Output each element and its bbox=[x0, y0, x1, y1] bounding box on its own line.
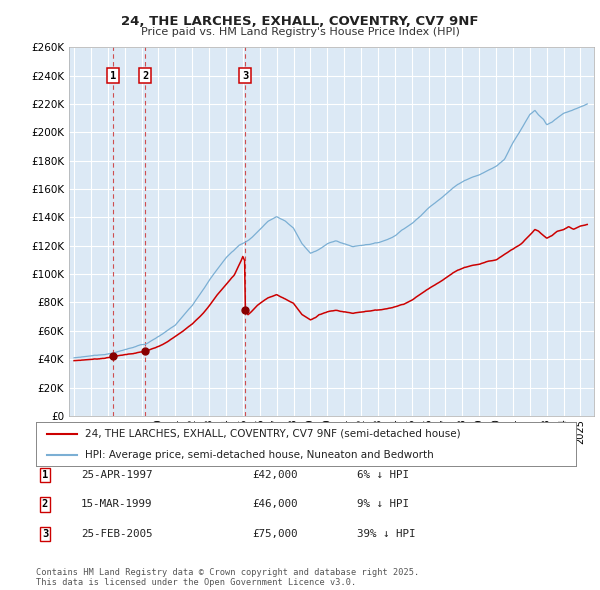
Text: 25-FEB-2005: 25-FEB-2005 bbox=[81, 529, 152, 539]
Text: 2: 2 bbox=[142, 71, 148, 81]
Text: 9% ↓ HPI: 9% ↓ HPI bbox=[357, 500, 409, 509]
Text: 3: 3 bbox=[242, 71, 248, 81]
Text: 3: 3 bbox=[42, 529, 48, 539]
Text: 39% ↓ HPI: 39% ↓ HPI bbox=[357, 529, 415, 539]
Text: £42,000: £42,000 bbox=[252, 470, 298, 480]
Text: Contains HM Land Registry data © Crown copyright and database right 2025.
This d: Contains HM Land Registry data © Crown c… bbox=[36, 568, 419, 587]
Text: 1: 1 bbox=[110, 71, 116, 81]
Text: 1: 1 bbox=[42, 470, 48, 480]
Text: £75,000: £75,000 bbox=[252, 529, 298, 539]
Text: 15-MAR-1999: 15-MAR-1999 bbox=[81, 500, 152, 509]
Text: HPI: Average price, semi-detached house, Nuneaton and Bedworth: HPI: Average price, semi-detached house,… bbox=[85, 450, 433, 460]
Text: 24, THE LARCHES, EXHALL, COVENTRY, CV7 9NF (semi-detached house): 24, THE LARCHES, EXHALL, COVENTRY, CV7 9… bbox=[85, 429, 460, 439]
Text: 24, THE LARCHES, EXHALL, COVENTRY, CV7 9NF: 24, THE LARCHES, EXHALL, COVENTRY, CV7 9… bbox=[121, 15, 479, 28]
Text: Price paid vs. HM Land Registry's House Price Index (HPI): Price paid vs. HM Land Registry's House … bbox=[140, 27, 460, 37]
Text: 2: 2 bbox=[42, 500, 48, 509]
Text: 25-APR-1997: 25-APR-1997 bbox=[81, 470, 152, 480]
Text: £46,000: £46,000 bbox=[252, 500, 298, 509]
Text: 6% ↓ HPI: 6% ↓ HPI bbox=[357, 470, 409, 480]
